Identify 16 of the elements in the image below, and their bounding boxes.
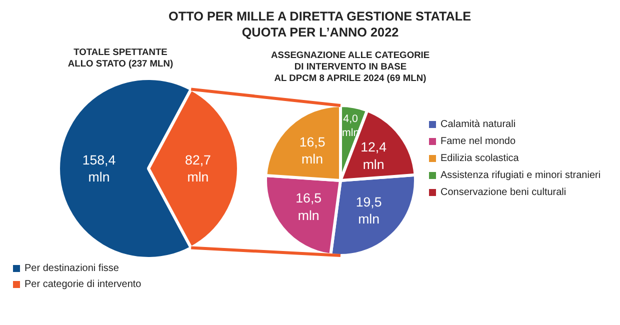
data-label: 16,5 mln [296, 190, 322, 223]
chart-subtitle: ASSEGNAZIONE ALLE CATEGORIE DI INTERVENTO IN BASE AL DPCM 8 APRILE 2024 (69 MLN) [271, 50, 430, 83]
data-label: 19,5 mln [356, 194, 382, 227]
data-label: 158,4 mln [82, 152, 116, 185]
legend-label: Assistenza rifugiati e minori stranieri [440, 170, 601, 181]
legend-label: Fame nel mondo [440, 136, 516, 147]
text: OTTO PER MILLE A DIRETTA GESTIONE STATALE QUOTA PER L’ANNO 2022 [168, 9, 472, 40]
data-label: 82,7 mln [185, 152, 211, 185]
data-label: 16,5 mln [299, 134, 326, 167]
data-label: 12,4 mln [360, 140, 388, 172]
legend-label: Calamità naturali [440, 119, 516, 130]
legend-label: Edilizia scolastica [440, 153, 520, 164]
chart-subtitle: TOTALE SPETTANTE ALLO STATO (237 MLN) [68, 46, 174, 68]
legend-label: Per categorie di intervento [24, 279, 142, 290]
legend-label: Conservazione beni culturali [440, 187, 566, 198]
legend-label: Per destinazioni fisse [24, 263, 120, 274]
